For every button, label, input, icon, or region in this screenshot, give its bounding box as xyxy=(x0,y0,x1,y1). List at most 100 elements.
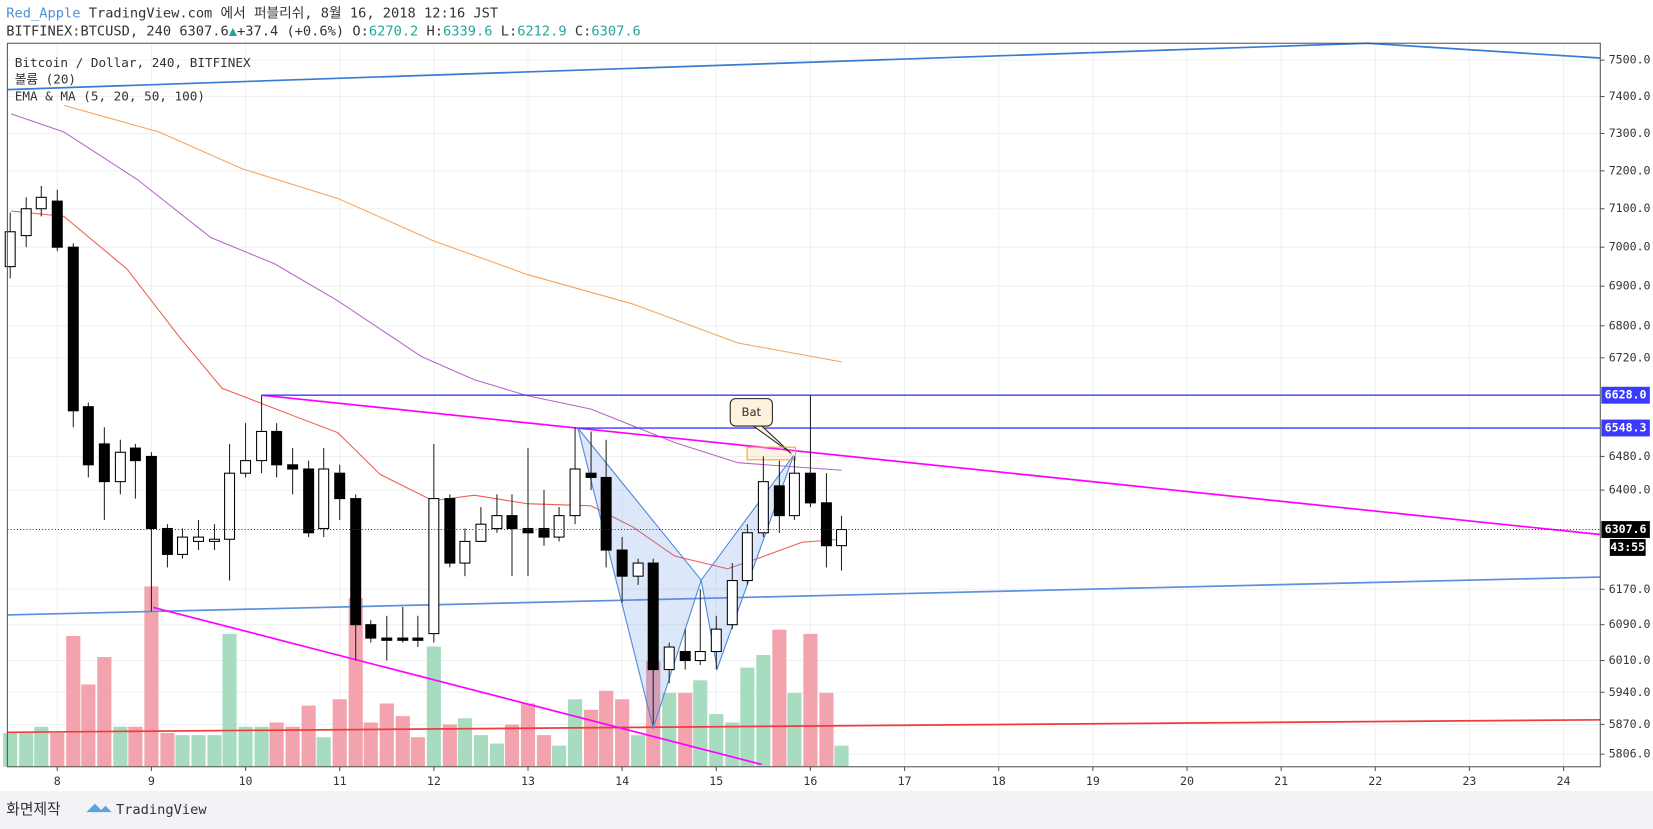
candle-body xyxy=(757,481,769,534)
level-tag xyxy=(1601,419,1650,437)
h-label: H: xyxy=(427,24,443,40)
volume-bar xyxy=(787,692,802,767)
volume-bar xyxy=(631,735,646,767)
x-tick-label: 22 xyxy=(1368,774,1382,788)
candle-body xyxy=(412,637,424,641)
x-tick-label: 8 xyxy=(54,774,61,788)
candle-body xyxy=(4,231,16,268)
y-tick-label: 6720.0 xyxy=(1609,350,1651,364)
candle-body xyxy=(679,650,691,662)
volume-bar xyxy=(772,629,787,767)
y-tick-label: 5940.0 xyxy=(1609,685,1651,699)
candle-body xyxy=(741,532,753,582)
candle-body xyxy=(240,460,252,474)
change: +37.4 (+0.6%) xyxy=(237,24,344,40)
volume-bar xyxy=(285,726,300,767)
volume-bar xyxy=(222,633,237,767)
made-by: 화면제작 xyxy=(6,801,61,818)
candle-body xyxy=(350,498,362,626)
volume-bar xyxy=(144,586,159,767)
author[interactable]: Red_Apple xyxy=(6,6,80,22)
candle-body xyxy=(569,468,581,517)
last-price-tag xyxy=(1601,521,1650,538)
last-price-label: 6307.6 xyxy=(1605,522,1647,536)
volume-bar xyxy=(191,735,206,767)
candle-body xyxy=(506,515,518,530)
candle-body xyxy=(193,536,204,542)
volume-bar xyxy=(709,714,724,767)
x-tick-label: 9 xyxy=(148,774,155,788)
x-tick-label: 15 xyxy=(709,774,723,788)
legend-entry: Bitcoin / Dollar, 240, BITFINEX xyxy=(15,55,251,70)
candle-body xyxy=(209,538,220,542)
symbol: BITFINEX:BTCUSD, 240 6307.6 xyxy=(6,24,228,40)
volume-bar xyxy=(504,724,520,767)
x-tick-label: 24 xyxy=(1557,774,1571,788)
candle-body xyxy=(444,498,456,564)
moving-average xyxy=(63,104,842,363)
x-tick-label: 16 xyxy=(803,774,817,788)
volume-bar xyxy=(19,733,34,767)
candle-body xyxy=(161,527,173,555)
y-tick-label: 7500.0 xyxy=(1609,53,1651,67)
plot-frame xyxy=(6,42,1601,768)
level-tag xyxy=(1601,386,1650,404)
candle-body xyxy=(804,472,816,504)
volume-bar xyxy=(819,692,834,767)
trend-line xyxy=(261,394,1601,536)
candle-body xyxy=(710,628,722,653)
level-label: 6548.3 xyxy=(1605,421,1647,435)
legend-entry: 볼륨 (20) xyxy=(15,72,76,87)
y-tick-label: 7400.0 xyxy=(1609,89,1651,103)
o-value: 6270.2 xyxy=(369,24,418,40)
y-tick-label: 6800.0 xyxy=(1609,318,1651,332)
volume-bar xyxy=(301,705,316,767)
x-tick-label: 17 xyxy=(898,774,912,788)
y-tick-label: 5870.0 xyxy=(1609,717,1651,731)
candle-body xyxy=(694,650,706,662)
volume-bar xyxy=(834,745,849,767)
pattern-label: Bat xyxy=(742,405,762,419)
candle-body xyxy=(726,580,738,626)
y-tick-label: 7100.0 xyxy=(1609,201,1651,215)
candle-body xyxy=(303,468,315,534)
candle-body xyxy=(334,472,346,500)
candle-body xyxy=(788,472,800,517)
volume-bar xyxy=(175,735,190,767)
volume-bar xyxy=(489,743,504,767)
x-tick-label: 21 xyxy=(1274,774,1288,788)
volume-bar xyxy=(50,733,65,767)
volume-bar xyxy=(662,692,677,767)
candle-body xyxy=(129,447,141,462)
y-tick-label: 6480.0 xyxy=(1609,449,1651,463)
y-tick-label: 6170.0 xyxy=(1609,582,1651,596)
candle-body xyxy=(773,485,785,517)
volume-bar xyxy=(410,737,425,767)
brand[interactable]: TradingView xyxy=(116,802,207,818)
l-value: 6212.9 xyxy=(517,24,566,40)
volume-bar xyxy=(34,726,49,767)
candle-body xyxy=(585,472,597,478)
volume-bar xyxy=(803,633,818,767)
candle-body xyxy=(663,646,675,671)
y-tick-label: 7300.0 xyxy=(1609,126,1651,140)
volume-bar xyxy=(693,680,708,767)
candle-body xyxy=(318,468,330,530)
pattern-box xyxy=(729,398,773,427)
h-value: 6339.6 xyxy=(443,24,492,40)
countdown-tag xyxy=(1609,539,1646,556)
volume-bar xyxy=(615,699,630,767)
volume-bar xyxy=(81,684,96,767)
c-value: 6307.6 xyxy=(591,24,640,40)
volume-bar xyxy=(520,703,536,767)
x-tick-label: 20 xyxy=(1180,774,1194,788)
c-label: C: xyxy=(575,24,591,40)
candle-body xyxy=(538,527,550,538)
candle-body xyxy=(632,562,644,577)
volume-bar xyxy=(113,726,128,767)
candle-body xyxy=(647,562,659,671)
candle-body xyxy=(98,443,110,483)
candle-body xyxy=(616,549,628,577)
